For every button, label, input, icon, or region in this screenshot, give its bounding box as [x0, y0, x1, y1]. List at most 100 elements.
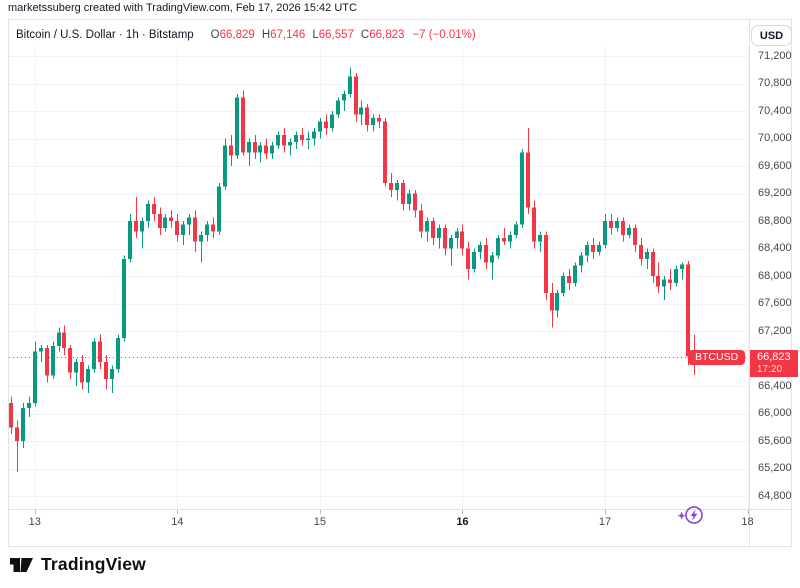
tradingview-logo-mark[interactable]: [9, 553, 34, 576]
candle-body: [152, 203, 156, 215]
candle-body: [538, 234, 542, 242]
candle-body: [662, 279, 666, 287]
ohlc-value: 67,146: [270, 29, 306, 41]
candle-body: [627, 227, 631, 235]
candle-body: [21, 408, 25, 442]
last-price-value: 66,823: [757, 350, 791, 363]
candle-body: [484, 245, 488, 263]
candle-body: [39, 348, 43, 352]
candle-body: [169, 217, 173, 222]
candle-body: [134, 221, 138, 232]
candle-body: [300, 135, 304, 140]
candle-body: [27, 403, 31, 409]
candle-body: [526, 152, 530, 208]
candle-body: [342, 93, 346, 101]
candle-body: [187, 217, 191, 225]
candle-body: [603, 221, 607, 246]
candle-body: [92, 341, 96, 369]
candle-body: [110, 368, 114, 380]
candle-body: [282, 135, 286, 146]
candle-body: [383, 121, 387, 184]
candle-body: [45, 348, 49, 376]
tradingview-logo-text[interactable]: TradingView: [41, 554, 146, 574]
candle-body: [490, 255, 494, 263]
candle-body: [205, 224, 209, 235]
candle-body: [633, 227, 637, 246]
candle-body: [514, 224, 518, 235]
candle-body: [395, 183, 399, 191]
candle-body: [241, 97, 245, 153]
candle-body: [668, 279, 672, 283]
footer: TradingView: [9, 553, 146, 576]
candle-body: [128, 221, 132, 259]
candle-body: [122, 258, 126, 338]
currency-button[interactable]: USD: [751, 25, 792, 46]
symbol-title[interactable]: Bitcoin / U.S. Dollar · 1h · Bitstamp: [16, 29, 194, 41]
candle-body: [455, 231, 459, 239]
candle-body: [264, 145, 268, 154]
candle-body: [146, 203, 150, 222]
candle-body: [520, 152, 524, 225]
candle-body: [294, 135, 298, 142]
candle-body: [324, 121, 328, 129]
candle-body: [247, 141, 251, 153]
candle-body: [371, 117, 375, 125]
candle-body: [591, 245, 595, 252]
candle-body: [680, 264, 684, 270]
candle-body: [508, 234, 512, 242]
candle-body: [437, 227, 441, 239]
candle-body: [330, 114, 334, 129]
candlestick-chart[interactable]: [9, 20, 791, 546]
candle-body: [579, 255, 583, 266]
candle-body: [389, 183, 393, 191]
candle-body: [181, 224, 185, 235]
candle-body: [639, 245, 643, 259]
candle-body: [116, 337, 120, 369]
candle-body: [359, 107, 363, 115]
ohlc-key: O: [210, 29, 220, 41]
candle-body: [407, 193, 411, 204]
candle-body: [555, 293, 559, 311]
candle-body: [573, 265, 577, 283]
candle-body: [466, 248, 470, 270]
candle-body: [550, 293, 554, 311]
ohlc-value: 66,823: [369, 29, 405, 41]
candle-body: [51, 346, 55, 376]
candle-body: [651, 251, 655, 277]
candle-body: [211, 224, 215, 232]
candle-body: [98, 341, 102, 362]
candle-body: [306, 138, 310, 140]
candle-body: [496, 238, 500, 256]
candle-body: [585, 245, 589, 256]
candle-body: [413, 193, 417, 211]
candle-body: [449, 238, 453, 249]
candle-body: [199, 234, 203, 242]
candle-body: [686, 264, 690, 357]
candle-body: [431, 221, 435, 239]
candle-body: [478, 245, 482, 252]
ohlc-key: C: [360, 29, 370, 41]
candle-body: [377, 117, 381, 122]
candle-body: [235, 97, 239, 156]
chart-panel: Bitcoin / U.S. Dollar · 1h · Bitstamp O6…: [8, 19, 798, 547]
candle-body: [104, 361, 108, 380]
candle-body: [609, 221, 613, 228]
ohlc-value: 66,557: [318, 29, 354, 41]
candle-body: [9, 403, 13, 428]
candle-body: [401, 183, 405, 204]
candle-body: [15, 427, 19, 442]
attribution-text: marketssuberg created with TradingView.c…: [8, 2, 357, 14]
candle-body: [502, 238, 506, 242]
candle-body: [217, 186, 221, 232]
ohlc-value: 66,829: [219, 29, 255, 41]
bar-close-countdown: 17:20: [757, 363, 783, 375]
candle-body: [419, 210, 423, 232]
candle-body: [597, 245, 601, 252]
candle-body: [74, 361, 78, 373]
candle-body: [175, 221, 179, 235]
candle-body: [532, 207, 536, 242]
chart-header: Bitcoin / U.S. Dollar · 1h · Bitstamp O6…: [16, 27, 476, 43]
candle-body: [158, 214, 162, 228]
candle-body: [425, 221, 429, 232]
flash-icon[interactable]: [677, 502, 705, 528]
